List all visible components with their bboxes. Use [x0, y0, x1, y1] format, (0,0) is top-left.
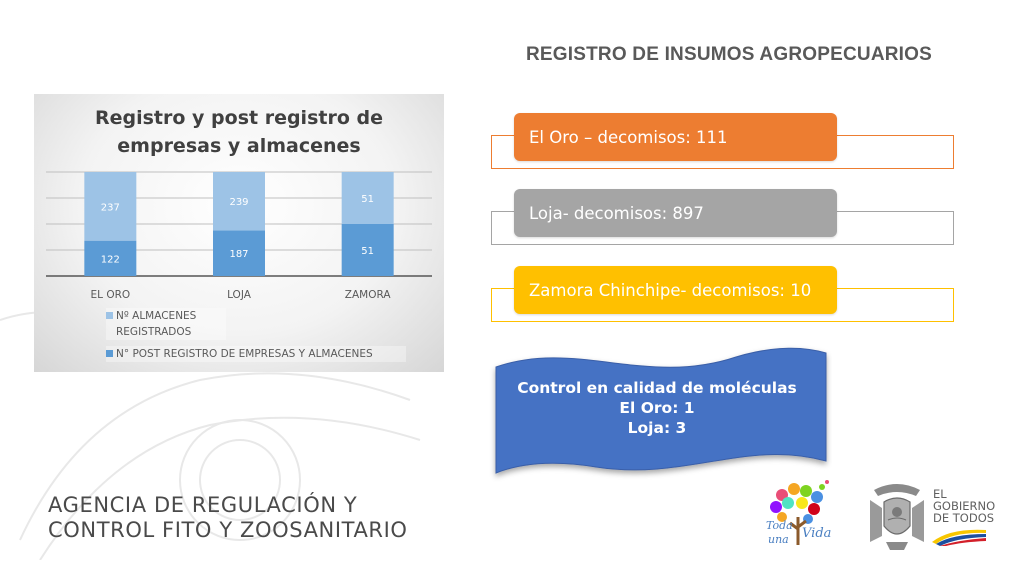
chart-legend: Nº ALMACENES REGISTRADOS N° POST REGISTR…: [106, 308, 406, 362]
bar-segment: [84, 240, 137, 276]
banner-line-1: Control en calidad de moléculas: [517, 379, 797, 397]
agency-line-1: AGENCIA DE REGULACIÓN Y: [48, 493, 358, 517]
legend-swatch-light: [106, 312, 113, 319]
svg-text:Toda: Toda: [766, 519, 793, 532]
coat-of-arms-icon: [870, 484, 924, 550]
category-label: ZAMORA: [345, 289, 392, 301]
gov-line-2: GOBIERNO: [933, 499, 996, 513]
bar-segment: [213, 172, 265, 231]
legend-label-light-2: REGISTRADOS: [116, 326, 192, 338]
info-pill-el-oro: El Oro – decomisos: 111: [514, 113, 837, 161]
flag-swoosh-icon: [932, 529, 986, 546]
chart-title-line-1: Registro y post registro de: [94, 107, 383, 129]
banner-text: Control en calidad de moléculas El Oro: …: [492, 378, 822, 438]
bar-segment: [213, 230, 265, 276]
stacked-bar-chart: 122 237 EL ORO 187 239 LOJA 51 51 ZAMORA: [46, 171, 432, 301]
info-row-zamora: Zamora Chinchipe- decomisos: 10: [491, 266, 956, 322]
legend-label-light-1: Nº ALMACENES: [116, 310, 197, 322]
banner-line-3: Loja: 3: [627, 419, 687, 437]
chart-panel: Registro y post registro de empresas y a…: [34, 94, 444, 372]
gov-line-1: EL: [933, 487, 947, 501]
category-label: EL ORO: [91, 289, 131, 301]
data-label: 237: [101, 202, 120, 213]
chart-title: Registro y post registro de empresas y a…: [34, 104, 444, 160]
data-label: 239: [229, 197, 248, 208]
banner-line-2: El Oro: 1: [619, 399, 695, 417]
toda-una-vida-logo: Toda una Vida: [766, 480, 831, 546]
legend-swatch-dark: [106, 350, 113, 357]
legend-item-post-registro: N° POST REGISTRO DE EMPRESAS Y ALMACENES: [106, 346, 406, 362]
toda-logo-lettering: Toda una Vida: [766, 519, 831, 546]
legend-item-almacenes: Nº ALMACENES REGISTRADOS: [106, 308, 226, 340]
info-pill-loja: Loja- decomisos: 897: [514, 189, 837, 237]
gov-line-3: DE TODOS: [933, 511, 995, 525]
bar-segment: [341, 172, 394, 224]
svg-text:una: una: [768, 533, 789, 546]
svg-text:Vida: Vida: [802, 526, 831, 541]
agency-name: AGENCIA DE REGULACIÓN Y CONTROL FITO Y Z…: [48, 493, 408, 543]
chart-title-line-2: empresas y almacenes: [117, 135, 361, 157]
info-row-loja: Loja- decomisos: 897: [491, 189, 956, 245]
info-pill-zamora: Zamora Chinchipe- decomisos: 10: [514, 266, 837, 314]
data-label: 122: [101, 254, 120, 265]
info-row-el-oro: El Oro – decomisos: 111: [491, 113, 956, 169]
agency-line-2: CONTROL FITO Y ZOOSANITARIO: [48, 518, 408, 542]
bar-segment: [84, 172, 137, 241]
data-label: 51: [361, 246, 374, 257]
gobierno-logo-text: EL GOBIERNO DE TODOS: [933, 488, 995, 524]
legend-label-dark: N° POST REGISTRO DE EMPRESAS Y ALMACENES: [116, 348, 373, 360]
wave-banner-shape: [495, 347, 827, 474]
bar-segment: [341, 224, 394, 276]
data-label: 51: [361, 194, 374, 205]
slide-title: REGISTRO DE INSUMOS AGROPECUARIOS: [526, 44, 932, 65]
category-label: LOJA: [227, 289, 252, 301]
data-label: 187: [229, 249, 248, 260]
